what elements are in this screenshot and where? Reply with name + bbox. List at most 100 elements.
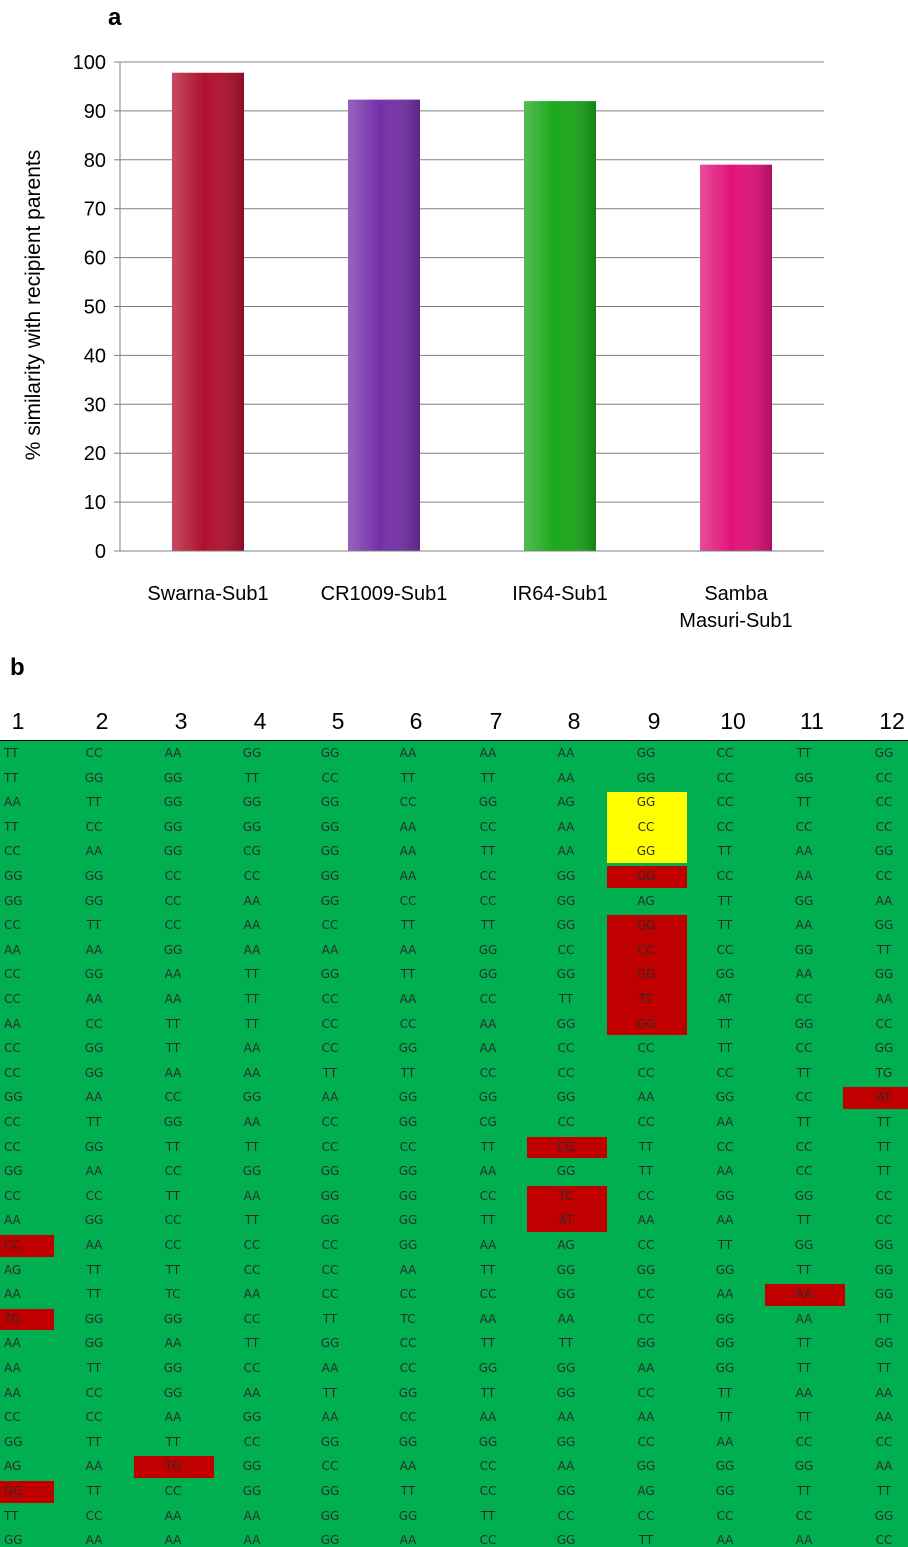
genotype-cell: AA [243, 942, 261, 957]
genotype-cell: GG [84, 1311, 104, 1326]
red-highlight [134, 1456, 214, 1478]
genotype-cell: GG [874, 844, 894, 859]
genotype-cell: TT [638, 992, 654, 1006]
genotype-cell: AA [399, 844, 417, 859]
genotype-cell: CC [85, 819, 103, 834]
genotype-cell: GG [636, 746, 656, 760]
genotype-cell: CC [875, 795, 893, 810]
genotype-cell: AA [399, 1459, 417, 1474]
genotype-cell: AA [875, 1410, 893, 1425]
genotype-cell: GG [636, 967, 656, 982]
genotype-cell: GG [636, 869, 656, 883]
genotype-cell: AA [321, 1410, 339, 1425]
genotype-cell: GG [242, 1484, 262, 1498]
genotype-cell: AA [479, 1311, 497, 1326]
genotype-cell: CC [4, 844, 21, 859]
genotype-cell: AA [4, 1336, 21, 1351]
red-highlight [765, 1284, 845, 1306]
genotype-cell: AA [875, 1459, 893, 1474]
genotype-cell: GG [556, 1484, 576, 1498]
column-number: 1 [11, 708, 25, 734]
genotype-cell: GG [4, 1484, 23, 1498]
genotype-cell: AA [85, 1459, 103, 1474]
genotype-cell: GG [398, 1213, 418, 1228]
genotype-cell: AA [875, 1385, 893, 1400]
genotype-cell: AA [4, 1016, 21, 1031]
genotype-cell: AA [557, 770, 575, 785]
genotype-cell: CC [716, 1139, 734, 1154]
genotype-cell: TT [796, 1410, 812, 1425]
genotype-cell: TT [717, 1016, 733, 1031]
genotype-cell: GG [242, 746, 262, 760]
genotype-cell: CC [875, 1434, 893, 1449]
genotype-cell: GG [874, 1336, 894, 1351]
genotype-cell: CC [637, 1508, 655, 1523]
genotype-cell: AA [637, 1090, 655, 1105]
genotype-cell: TT [796, 1213, 812, 1228]
genotype-cell: GG [4, 1164, 23, 1179]
genotype-cell: TT [717, 1238, 733, 1252]
genotype-cell: AA [557, 1410, 575, 1425]
genotype-cell: AA [4, 942, 21, 957]
genotype-cell: CC [321, 1238, 339, 1252]
genotype-cell: AA [243, 1287, 261, 1302]
genotype-cell: CC [479, 1065, 497, 1080]
genotype-cell: AA [637, 1361, 655, 1375]
genotype-cell: CC [321, 1459, 339, 1474]
genotype-cell: CC [716, 869, 734, 883]
genotype-cell: CC [637, 819, 655, 834]
genotype-cell: CC [557, 1041, 575, 1056]
genotype-cell: AA [399, 992, 417, 1006]
genotype-cell: TT [876, 1115, 892, 1129]
genotype-cell: GG [556, 1262, 576, 1277]
genotype-cell: CC [4, 1238, 21, 1252]
genotype-cell: TT [400, 1484, 416, 1498]
genotype-cell: AA [399, 819, 417, 834]
genotype-cell: CC [479, 1459, 497, 1474]
genotype-cell: CC [479, 1188, 497, 1203]
genotype-cell: TT [86, 1115, 102, 1129]
genotype-cell: TT [796, 1336, 812, 1351]
genotype-cell: CC [4, 967, 21, 982]
genotype-cell: TT [876, 942, 892, 957]
y-tick-label: 70 [84, 199, 106, 221]
genotype-cell: CC [795, 819, 813, 834]
genotype-cell: TT [558, 1336, 574, 1351]
genotype-cell: CC [875, 819, 893, 834]
genotype-cell: TC [165, 1287, 181, 1302]
genotype-cell: AA [479, 1238, 497, 1252]
genotype-cell: GG [556, 918, 576, 933]
genotype-cell: TT [717, 1385, 733, 1400]
genotype-cell: AA [637, 1213, 655, 1228]
genotype-cell: TT [480, 1139, 496, 1154]
genotype-cell: CC [637, 942, 655, 957]
genotype-cell: CC [557, 942, 575, 957]
genotype-cell: GG [163, 1361, 183, 1375]
genotype-cell: TT [165, 1041, 181, 1056]
genotype-cell: GG [715, 1361, 735, 1375]
genotype-cell: CC [557, 1115, 575, 1129]
genotype-cell: CC [716, 942, 734, 957]
genotype-cell: AA [164, 1533, 182, 1547]
genotype-cell: CC [85, 1188, 103, 1203]
genotype-cell: AA [164, 967, 182, 982]
genotype-cell: GG [478, 942, 498, 957]
genotype-cell: TT [400, 967, 416, 982]
genotype-cell: TT [480, 1385, 496, 1400]
x-axis: Swarna-Sub1 CR1009-Sub1 IR64-Sub1 Samba Masu… [120, 550, 824, 632]
genotype-cell: AA [399, 746, 417, 760]
genotype-cell: GG [4, 1090, 23, 1105]
genotype-cell: TT [86, 1262, 102, 1277]
genotype-cell: AA [85, 942, 103, 957]
genotype-cell: AG [637, 893, 655, 908]
genotype-cell: GG [163, 1115, 183, 1129]
genotype-cell: TT [244, 1213, 260, 1228]
genotype-cell: CC [399, 1336, 417, 1351]
genotype-cell: CC [795, 1139, 813, 1154]
genotype-cell: GG [84, 1041, 104, 1056]
genotype-cell: CC [4, 918, 21, 933]
genotype-cell: GG [556, 869, 576, 883]
genotype-cell: GG [556, 1090, 576, 1105]
genotype-cell: TT [165, 1188, 181, 1203]
bars [172, 72, 772, 552]
